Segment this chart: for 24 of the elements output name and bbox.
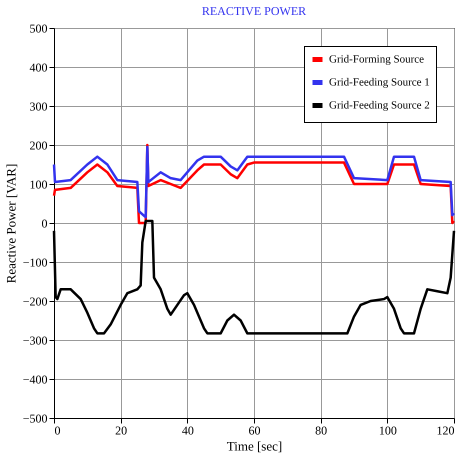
y-tick-label: 0 [42,216,48,230]
x-tick-label: 100 [378,424,397,438]
y-tick-label: 100 [30,178,48,192]
x-tick-label: 40 [182,424,194,438]
y-tick-label: 200 [30,138,48,152]
x-tick-label: 60 [248,424,260,438]
chart-title: REACTIVE POWER [202,4,306,18]
y-tick-label: 300 [30,100,48,114]
legend-label: Grid-Feeding Source 2 [329,100,430,112]
x-tick-label: 0 [54,424,60,438]
y-tick-label: −200 [22,294,48,308]
legend-label: Grid-Feeding Source 1 [329,76,430,88]
y-tick-label: −400 [22,372,48,386]
y-tick-label: −300 [22,334,48,348]
y-tick-label: 500 [30,22,48,36]
x-axis-title: Time [sec] [226,438,282,454]
legend-label: Grid-Forming Source [329,54,424,66]
x-tick-label: 120 [436,424,454,438]
x-tick-label: 80 [315,424,328,438]
y-tick-label: 400 [30,60,48,74]
x-tick-label: 20 [115,424,128,438]
y-tick-label: −500 [22,412,48,426]
y-tick-label: −100 [22,256,48,270]
y-axis-title: Reactive Power [VAR] [4,164,19,284]
